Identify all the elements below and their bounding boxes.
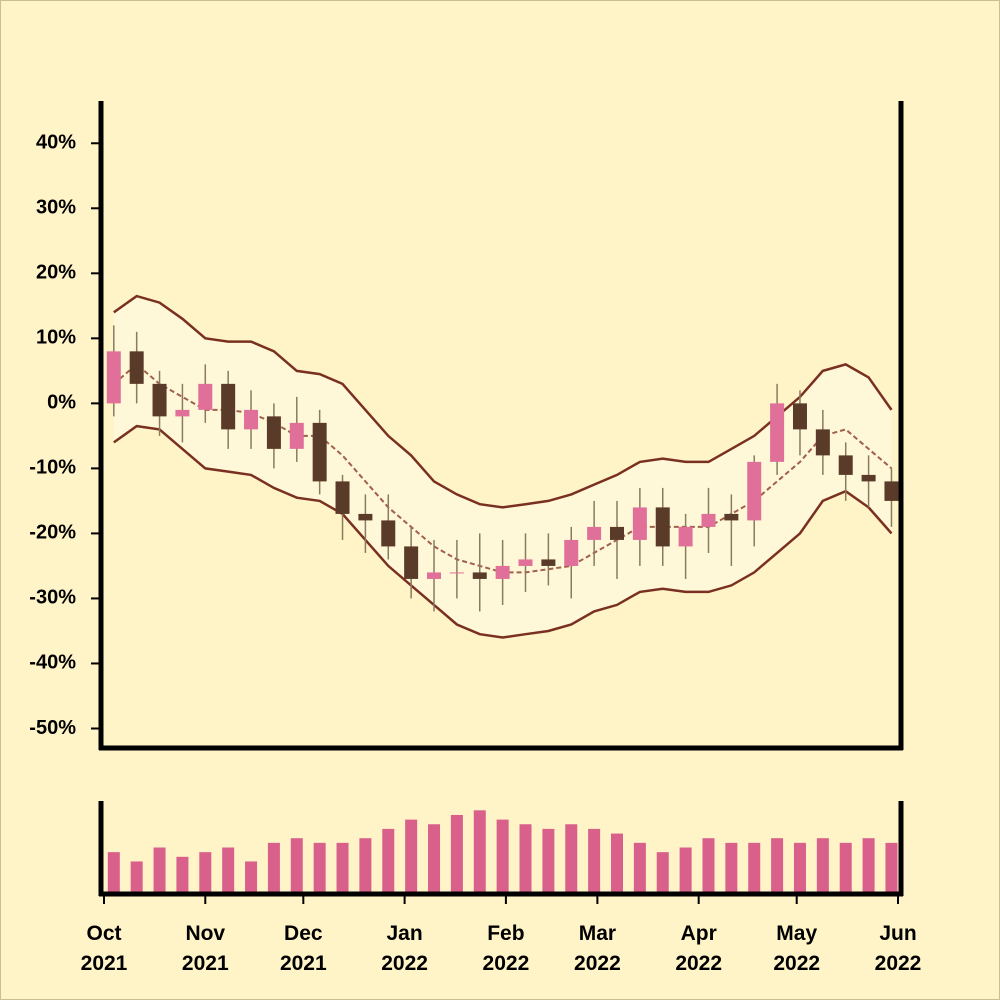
y-tick-label: 40% <box>36 132 76 154</box>
y-tick-label: 10% <box>36 327 76 349</box>
x-tick-label: Nov 2021 <box>181 922 229 975</box>
volume-bar <box>610 833 623 894</box>
x-tick-label: Jun 2022 <box>874 922 922 975</box>
candle-body <box>404 546 419 579</box>
volume-bar <box>496 819 509 894</box>
candle-body <box>244 409 259 430</box>
y-tick-label: 20% <box>36 262 76 284</box>
volume-bar <box>679 847 692 894</box>
candle-body <box>564 539 579 566</box>
x-tick-label: Feb 2022 <box>482 922 530 975</box>
volume-bar <box>839 842 852 894</box>
upper-band <box>113 294 893 509</box>
candle-body <box>495 565 510 579</box>
x-tick-label: Oct 2021 <box>80 922 128 975</box>
volume-bar <box>199 852 212 894</box>
volume-bar <box>565 824 578 894</box>
volume-bar <box>153 847 166 894</box>
candle-body <box>770 403 785 462</box>
y-tick-label: -50% <box>29 717 76 739</box>
candle-body <box>541 559 556 566</box>
volume-bar <box>107 852 120 894</box>
y-tick-label: 30% <box>36 197 76 219</box>
candle-body <box>587 526 602 540</box>
y-tick-label: -10% <box>29 457 76 479</box>
volume-bar <box>862 838 875 894</box>
volume-bar <box>176 856 189 894</box>
volume-bar <box>633 842 646 894</box>
candle-body <box>106 351 121 404</box>
candle-body <box>518 559 533 566</box>
volume-bar <box>336 842 349 894</box>
candle-body <box>175 409 190 417</box>
candle-body <box>266 416 281 449</box>
candle-body <box>152 383 167 417</box>
candle-body <box>632 507 647 540</box>
volume-bar <box>245 861 258 894</box>
candle-body <box>449 572 464 574</box>
volume-bar <box>519 824 532 894</box>
candle-body <box>838 455 853 475</box>
band-fill <box>113 296 892 638</box>
volume-bar <box>588 828 601 894</box>
x-tick-label: Dec 2021 <box>279 922 327 975</box>
candle-body <box>861 474 876 482</box>
candle-body <box>472 572 487 579</box>
volume-bar <box>222 847 235 894</box>
volume-bar <box>130 861 143 894</box>
volume-bar <box>542 828 555 894</box>
candle-body <box>427 572 442 579</box>
candle-body <box>221 383 236 430</box>
volume-bar <box>656 852 669 894</box>
volume-bar <box>816 838 829 894</box>
candle-body <box>792 403 807 430</box>
volume-bar <box>885 842 898 894</box>
candle-body <box>312 422 327 482</box>
volume-bar <box>771 838 784 894</box>
candle-body <box>609 526 624 540</box>
candle-body <box>381 520 396 547</box>
x-tick-label: Jan 2022 <box>381 922 428 975</box>
x-tick-label: Mar 2022 <box>574 922 621 975</box>
y-tick-label: -20% <box>29 522 76 544</box>
volume-bar <box>359 838 372 894</box>
volume-bar <box>748 842 761 894</box>
volume-bar <box>405 819 418 894</box>
volume-bar <box>428 824 441 894</box>
volume-bar <box>793 842 806 894</box>
candle-body <box>815 429 830 456</box>
volume-bar <box>450 814 463 894</box>
volume-bar <box>702 838 715 894</box>
candle-body <box>198 383 213 410</box>
x-tick-label: May 2022 <box>773 922 821 975</box>
volume-bar <box>473 810 486 894</box>
candle-body <box>129 351 144 384</box>
candle-body <box>884 481 899 501</box>
volume-bar <box>313 842 326 894</box>
candle-body <box>678 526 693 547</box>
candle-body <box>747 461 762 521</box>
volume-bar <box>725 842 738 894</box>
candle-body <box>289 422 304 449</box>
candle-body <box>335 481 350 514</box>
candle-body <box>724 513 739 521</box>
y-tick-label: -40% <box>29 652 76 674</box>
candle-body <box>701 513 716 527</box>
candle-body <box>655 507 670 547</box>
volume-bar <box>382 828 395 894</box>
volume-bar <box>267 842 280 894</box>
lower-band <box>113 424 893 639</box>
y-tick-label: 0% <box>47 392 76 414</box>
x-tick-label: Apr 2022 <box>675 922 723 975</box>
candle-body <box>358 513 373 521</box>
y-tick-label: -30% <box>29 587 76 609</box>
volume-bar <box>290 838 303 894</box>
